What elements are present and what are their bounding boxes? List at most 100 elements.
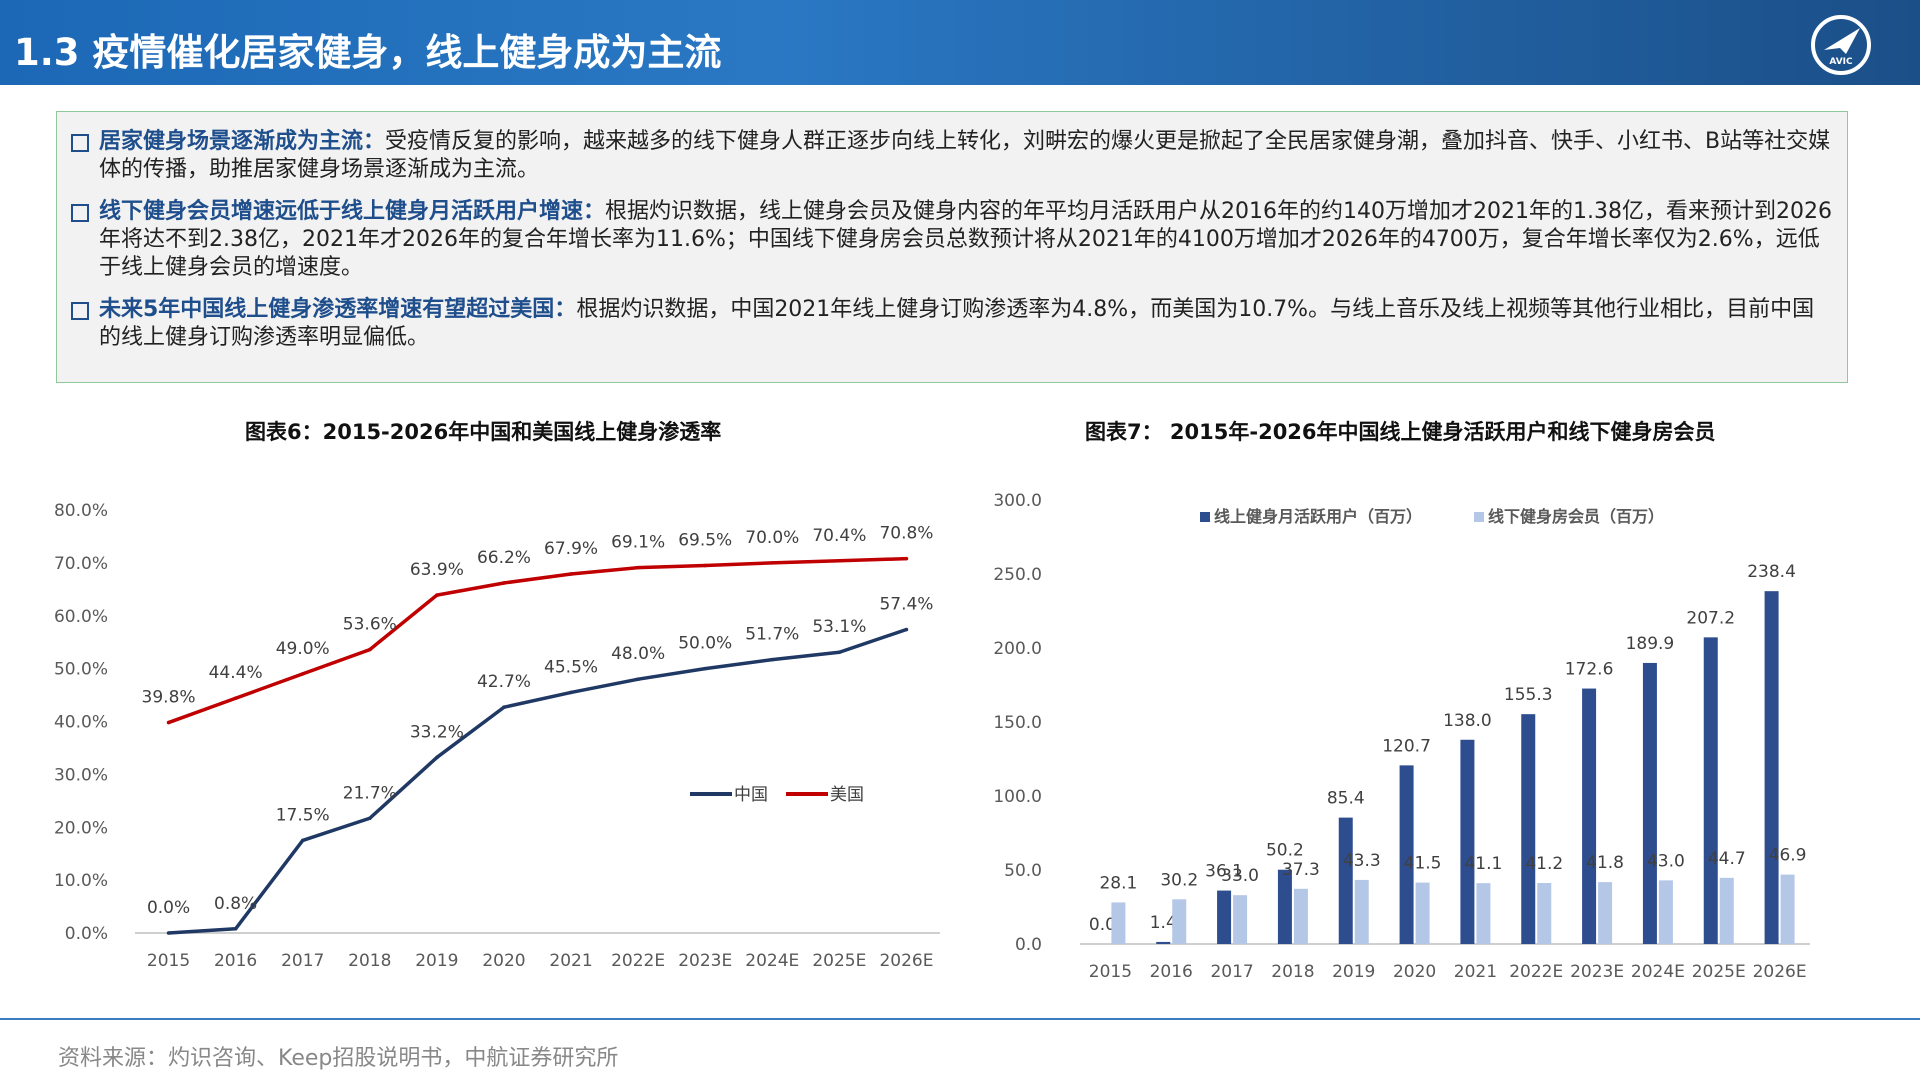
data-point (703, 563, 708, 568)
x-tick-label: 2018 (348, 951, 391, 971)
bar-offline (1172, 899, 1187, 944)
legend-swatch (1474, 512, 1484, 522)
data-label: 33.2% (410, 722, 464, 742)
x-tick-label: 2016 (214, 951, 257, 971)
bar-offline (1293, 888, 1308, 944)
footer-divider (0, 1018, 1920, 1020)
chart7-title: 图表7： 2015年-2026年中国线上健身活跃用户和线下健身房会员 (1085, 420, 1716, 444)
data-label: 41.2 (1525, 854, 1563, 874)
series-line-china (168, 627, 908, 935)
data-label: 238.4 (1747, 562, 1796, 582)
data-point (367, 647, 372, 652)
data-point (837, 650, 842, 655)
data-point (770, 561, 775, 565)
bar-offline (1476, 883, 1491, 944)
bar-offline (1780, 874, 1795, 944)
data-point (904, 627, 909, 632)
data-point (636, 565, 640, 570)
summary-bullet: 未来5年中国线上健身渗透率增速有望超过美国：根据灼识数据，中国2021年线上健身… (69, 296, 1835, 352)
data-label: 41.8 (1586, 853, 1624, 873)
data-label: 0.0% (147, 898, 190, 918)
data-label: 85.4 (1327, 789, 1365, 809)
x-tick-label: 2019 (1332, 962, 1375, 982)
data-label: 48.0% (611, 644, 665, 664)
y-tick-label: 0.0% (65, 924, 108, 944)
summary-box: 居家健身场景逐渐成为主流：受疫情反复的影响，越来越多的线下健身人群正逐步向线上转… (56, 111, 1848, 383)
data-point (435, 755, 439, 760)
bar-online (1703, 637, 1718, 944)
bar-online (1399, 765, 1414, 944)
data-point (502, 705, 506, 710)
data-point (770, 657, 775, 662)
data-label: 172.6 (1565, 660, 1614, 680)
data-label: 69.1% (611, 533, 665, 553)
data-label: 28.1 (1099, 873, 1137, 893)
data-label: 0.8% (214, 894, 257, 914)
data-label: 41.5 (1404, 854, 1442, 874)
bar-online (1156, 941, 1171, 944)
bar-offline (1415, 882, 1430, 944)
legend-label: 线上健身月活跃用户（百万） (1214, 507, 1422, 526)
data-label: 42.7% (477, 672, 531, 692)
legend-swatch (1200, 512, 1210, 522)
data-label: 51.7% (745, 625, 799, 645)
data-point (569, 690, 573, 695)
data-label: 63.9% (410, 560, 464, 580)
x-tick-label: 2023E (1570, 962, 1624, 982)
data-label: 33.0 (1221, 866, 1259, 886)
data-point (166, 720, 171, 725)
legend-label: 中国 (734, 785, 768, 805)
data-point (300, 672, 305, 676)
y-tick-label: 300.0 (993, 491, 1042, 511)
bar-offline (1233, 895, 1248, 944)
bullet-text: 根据灼识数据，中国2021年线上健身订购渗透率为4.8%，而美国为10.7%。与… (99, 297, 1815, 350)
data-point (569, 572, 573, 576)
data-point (703, 666, 708, 671)
bullet-text: 根据灼识数据，线上健身会员及健身内容的年平均月活跃用户从2016年的约140万增… (99, 199, 1832, 280)
x-tick-label: 2022E (1509, 962, 1563, 982)
y-tick-label: 100.0 (993, 787, 1042, 807)
bar-offline (1719, 877, 1734, 944)
data-label: 70.4% (812, 526, 866, 546)
legend-label: 美国 (830, 785, 864, 805)
bar-online (1764, 591, 1779, 944)
bar-offline (1537, 883, 1552, 944)
bar-online (1338, 817, 1353, 944)
data-label: 21.7% (343, 783, 397, 803)
bar-offline (1598, 882, 1613, 944)
y-tick-label: 10.0% (54, 871, 108, 891)
x-tick-label: 2017 (1210, 962, 1253, 982)
y-tick-label: 60.0% (54, 607, 108, 627)
y-tick-label: 30.0% (54, 765, 108, 785)
data-label: 46.9 (1769, 846, 1807, 866)
data-point (233, 926, 238, 931)
y-tick-label: 150.0 (993, 713, 1042, 733)
data-label: 50.2 (1266, 841, 1304, 861)
x-tick-label: 2015 (147, 951, 190, 971)
x-tick-label: 2026E (1753, 962, 1807, 982)
data-label: 0.0 (1089, 915, 1116, 935)
x-tick-label: 2021 (549, 951, 592, 971)
data-label: 120.7 (1382, 736, 1431, 756)
square-bullet-icon (71, 302, 89, 320)
bar-online (1582, 688, 1597, 944)
x-tick-label: 2021 (1454, 962, 1497, 982)
bar-offline (1354, 879, 1369, 944)
bar-online (1642, 662, 1657, 944)
data-point (904, 556, 909, 561)
y-tick-label: 20.0% (54, 818, 108, 838)
x-tick-label: 2019 (415, 951, 458, 971)
data-point (300, 838, 305, 843)
svg-text:AVIC: AVIC (1829, 57, 1853, 67)
data-label: 44.4% (209, 663, 263, 683)
x-tick-label: 2024E (1631, 962, 1685, 982)
data-label: 37.3 (1282, 860, 1320, 880)
bar-online (1521, 714, 1536, 944)
y-tick-label: 50.0% (54, 660, 108, 680)
data-point (166, 931, 171, 935)
y-tick-label: 200.0 (993, 639, 1042, 659)
summary-bullet: 线下健身会员增速远低于线上健身月活跃用户增速：根据灼识数据，线上健身会员及健身内… (69, 198, 1835, 282)
square-bullet-icon (71, 134, 89, 152)
y-tick-label: 50.0 (1004, 861, 1042, 881)
data-point (502, 581, 506, 585)
